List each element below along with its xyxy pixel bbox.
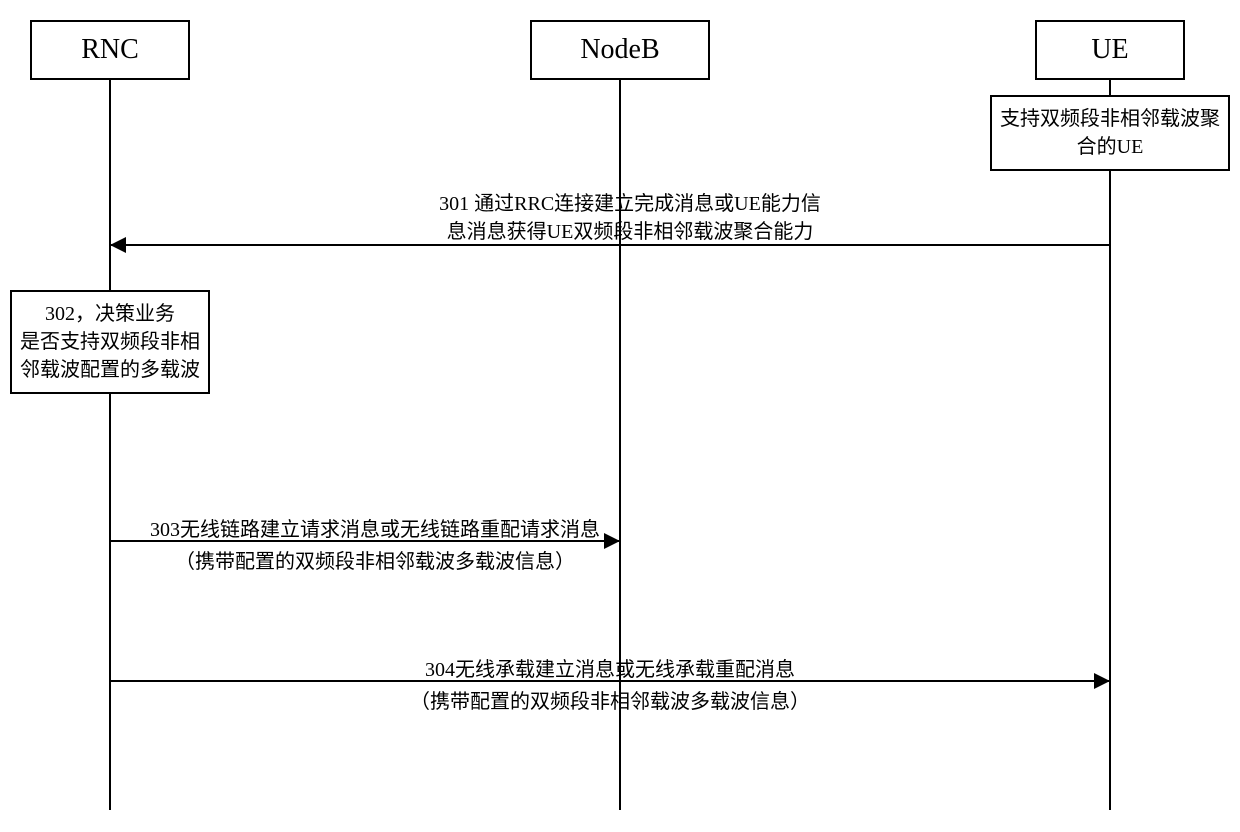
msg-301-arrow-icon bbox=[110, 237, 126, 253]
msg-304-arrow-icon bbox=[1094, 673, 1110, 689]
note-ue-support-line1: 支持双频段非相邻载波聚 bbox=[1000, 105, 1220, 133]
participant-rnc-label: RNC bbox=[81, 34, 139, 65]
note-rnc-decision: 302，决策业务 是否支持双频段非相 邻载波配置的多载波 bbox=[10, 290, 210, 394]
participant-nodeb-label: NodeB bbox=[580, 34, 659, 65]
msg-303-arrow-icon bbox=[604, 533, 620, 549]
note-rnc-decision-line2: 是否支持双频段非相 bbox=[20, 328, 200, 356]
msg-304-line bbox=[110, 680, 1110, 682]
note-ue-support-line2: 合的UE bbox=[1000, 133, 1220, 161]
msg-301-text: 301 通过RRC连接建立完成消息或UE能力信 息消息获得UE双频段非相邻载波聚… bbox=[330, 190, 930, 246]
lifeline-rnc bbox=[109, 80, 111, 810]
participant-ue-label: UE bbox=[1091, 34, 1128, 65]
msg-301-line2: 息消息获得UE双频段非相邻载波聚合能力 bbox=[330, 218, 930, 246]
note-ue-support: 支持双频段非相邻载波聚 合的UE bbox=[990, 95, 1230, 171]
participant-nodeb: NodeB bbox=[530, 20, 710, 80]
msg-304-text-below: （携带配置的双频段非相邻载波多载波信息） bbox=[310, 688, 910, 716]
participant-rnc: RNC bbox=[30, 20, 190, 80]
msg-301-line bbox=[110, 244, 1110, 246]
note-rnc-decision-line3: 邻载波配置的多载波 bbox=[20, 356, 200, 384]
msg-303-line2: （携带配置的双频段非相邻载波多载波信息） bbox=[175, 551, 575, 573]
msg-303-text-below: （携带配置的双频段非相邻载波多载波信息） bbox=[150, 548, 600, 576]
msg-304-line2: （携带配置的双频段非相邻载波多载波信息） bbox=[410, 691, 810, 713]
msg-301-line1: 301 通过RRC连接建立完成消息或UE能力信 bbox=[330, 190, 930, 218]
msg-303-line bbox=[110, 540, 620, 542]
msg-303-line1: 303无线链路建立请求消息或无线链路重配请求消息 bbox=[150, 519, 600, 541]
lifeline-ue bbox=[1109, 80, 1111, 810]
note-rnc-decision-line1: 302，决策业务 bbox=[20, 300, 200, 328]
msg-304-line1: 304无线承载建立消息或无线承载重配消息 bbox=[425, 659, 795, 681]
participant-ue: UE bbox=[1035, 20, 1185, 80]
